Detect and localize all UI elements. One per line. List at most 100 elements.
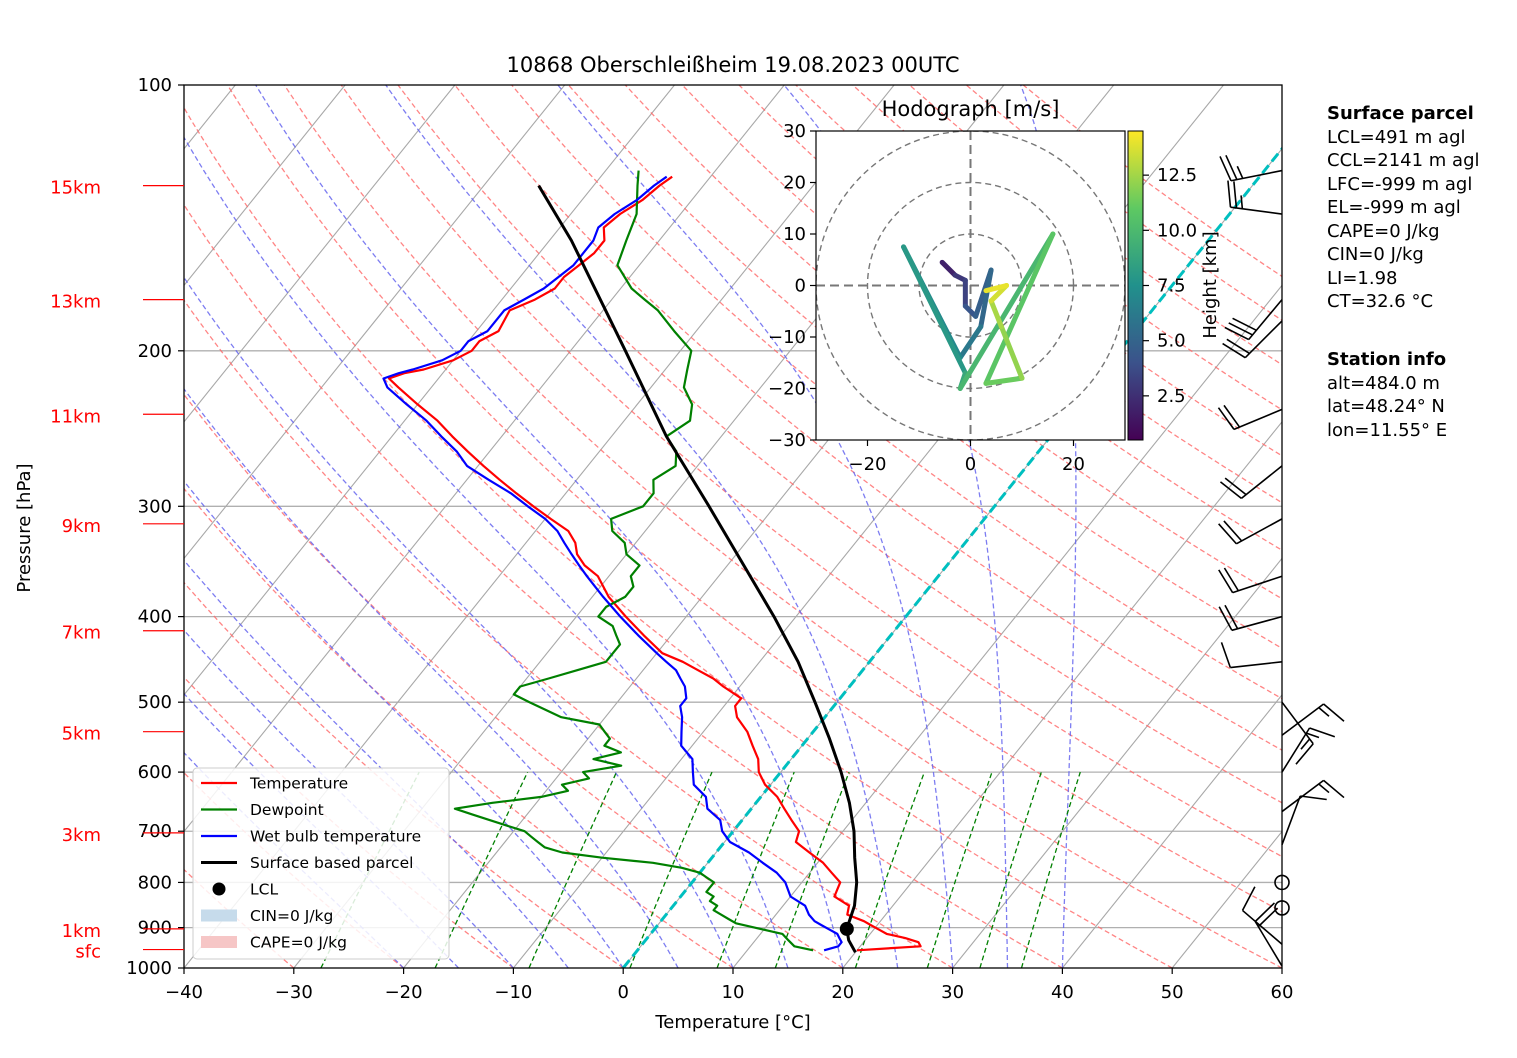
wind-barb-flag <box>1225 478 1246 495</box>
wind-barb-flag <box>1300 796 1326 800</box>
station-info-line: lon=11.55° E <box>1327 419 1447 443</box>
wind-barb-flag <box>1324 780 1344 797</box>
colorbar-tick-label: 10.0 <box>1157 220 1197 241</box>
y-tick-label: 200 <box>138 341 172 362</box>
y-tick-label: 700 <box>138 821 172 842</box>
y-tick-label: 500 <box>138 692 172 713</box>
legend-label: Wet bulb temperature <box>250 828 421 846</box>
wind-barb-flag <box>1226 155 1237 179</box>
legend-swatch <box>201 910 237 922</box>
hodograph-title: Hodograph [m/s] <box>882 97 1060 121</box>
station-info-line: lat=48.24° N <box>1327 395 1447 419</box>
legend-swatch <box>201 936 237 948</box>
y-tick-label: 900 <box>138 918 172 939</box>
legend-label: LCL <box>250 881 278 899</box>
wind-barb-flag <box>1237 166 1242 178</box>
surface-parcel-line: LCL=491 m agl <box>1327 126 1480 150</box>
height-label: 13km <box>50 292 101 313</box>
height-label: 5km <box>62 724 101 745</box>
wind-barb-flag <box>1228 181 1231 208</box>
wind-barbs <box>1218 85 1344 968</box>
wind-barb-staff <box>1230 662 1282 668</box>
station-info: Station info alt=484.0 m lat=48.24° N lo… <box>1327 348 1447 442</box>
station-info-line: alt=484.0 m <box>1327 372 1447 396</box>
x-tick-label: 0 <box>617 982 628 1003</box>
wind-barb-staff <box>1230 207 1282 214</box>
height-label: 15km <box>50 178 101 199</box>
legend-label: Surface based parcel <box>250 854 413 872</box>
surface-parcel-line: CIN=0 J/kg <box>1327 243 1480 267</box>
wind-barb-flag <box>1220 156 1231 180</box>
x-tick-label: −30 <box>275 982 313 1003</box>
x-tick-label: −40 <box>165 982 203 1003</box>
wind-barb-staff <box>1282 728 1310 772</box>
x-axis-label: Temperature [°C] <box>654 1012 810 1033</box>
x-tick-label: 10 <box>722 982 745 1003</box>
wind-barb-staff <box>1232 617 1282 631</box>
colorbar-label: Height [km] <box>1200 231 1221 338</box>
x-tick-label: 60 <box>1271 982 1294 1003</box>
y-axis-label: Pressure [hPa] <box>14 463 35 592</box>
y-tick-label: 300 <box>138 496 172 517</box>
colorbar-tick-label: 5.0 <box>1157 331 1186 352</box>
legend-label: CAPE=0 J/kg <box>250 934 347 952</box>
hodograph-y-tick-label: 30 <box>783 121 806 142</box>
x-tick-label: 40 <box>1051 982 1074 1003</box>
wind-barb-staff <box>1234 409 1282 429</box>
wind-barb-staff <box>1233 576 1282 592</box>
wind-barb-staff <box>1236 519 1282 544</box>
colorbar <box>1128 131 1143 440</box>
x-tick-label: 50 <box>1161 982 1184 1003</box>
colorbar-tick-label: 7.5 <box>1157 276 1186 297</box>
mixing-ratio-line <box>630 772 712 968</box>
wind-barb-flag <box>1219 607 1232 631</box>
hodograph-y-tick-label: −10 <box>768 327 806 348</box>
wind-barb-flag <box>1255 903 1274 922</box>
surface-parcel-title: Surface parcel <box>1327 102 1480 126</box>
wind-barb-flag <box>1243 887 1255 911</box>
wind-barb-flag <box>1319 708 1329 717</box>
legend-label: CIN=0 J/kg <box>250 907 333 925</box>
wind-barb-flag <box>1219 570 1233 593</box>
wind-barb-flag <box>1229 323 1253 335</box>
y-tick-label: 100 <box>138 75 172 96</box>
legend-swatch <box>213 883 226 896</box>
mixing-ratio-line <box>927 772 992 968</box>
x-tick-label: −20 <box>385 982 423 1003</box>
wind-barb-flag <box>1233 318 1257 330</box>
chart-title: 10868 Oberschleißheim 19.08.2023 00UTC <box>507 53 960 77</box>
wind-barb-flag <box>1324 704 1344 721</box>
hodograph-y-tick-label: −30 <box>768 430 806 451</box>
y-tick-label: 1000 <box>126 958 172 979</box>
legend-label: Temperature <box>249 775 348 793</box>
series-surface-based-parcelline <box>539 186 857 953</box>
surface-parcel-line: CT=32.6 °C <box>1327 290 1480 314</box>
colorbar-tick-label: 12.5 <box>1157 165 1197 186</box>
wind-barb-flag <box>1258 908 1277 927</box>
hodograph-y-tick-label: 10 <box>783 224 806 245</box>
wind-barb-flag <box>1220 482 1241 499</box>
station-info-title: Station info <box>1327 348 1447 372</box>
height-label: 3km <box>62 825 101 846</box>
surface-parcel-info: Surface parcel LCL=491 m agl CCL=2141 m … <box>1327 102 1480 314</box>
hodograph-y-tick-label: −20 <box>768 379 806 400</box>
surface-parcel-line: LI=1.98 <box>1327 267 1480 291</box>
wind-barb-flag <box>1225 328 1249 340</box>
height-label: 11km <box>50 406 101 427</box>
y-tick-label: 400 <box>138 607 172 628</box>
legend-label: Dewpoint <box>250 801 324 819</box>
mixing-ratio-line <box>1022 772 1081 968</box>
hodograph-y-tick-label: 0 <box>795 276 806 297</box>
surface-parcel-line: EL=-999 m agl <box>1327 196 1480 220</box>
y-tick-label: 800 <box>138 872 172 893</box>
x-tick-label: 20 <box>831 982 854 1003</box>
lcl-marker <box>840 922 854 936</box>
hodograph-x-tick-label: −20 <box>849 454 887 475</box>
height-label: 1km <box>62 921 101 942</box>
hodograph-x-tick-label: 20 <box>1062 454 1085 475</box>
height-label: 9km <box>62 516 101 537</box>
legend: Temperature Dewpoint Wet bulb temperature S… <box>193 768 449 959</box>
surface-parcel-line: LFC=-999 m agl <box>1327 173 1480 197</box>
